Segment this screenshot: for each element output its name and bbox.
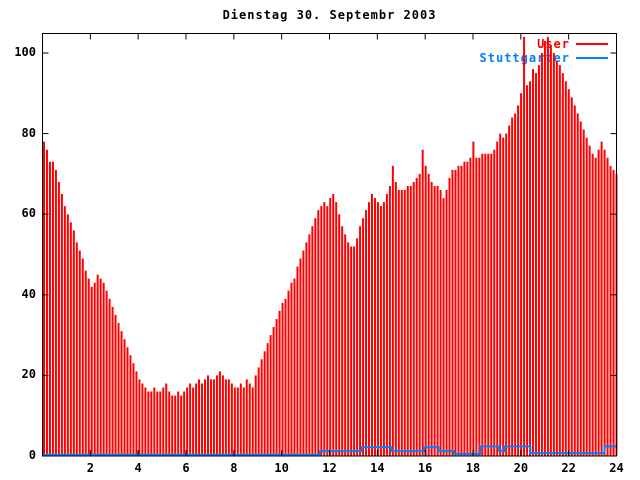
y-tick-label: 20 — [21, 367, 36, 382]
x-tick-label: 14 — [370, 461, 385, 475]
x-tick-label: 16 — [417, 461, 433, 475]
y-tick-label: 0 — [28, 448, 36, 462]
x-tick-label: 6 — [182, 461, 190, 475]
x-tick-label: 8 — [230, 461, 238, 475]
stuttgarter-step-line — [42, 445, 617, 456]
y-tick-label: 100 — [14, 45, 36, 59]
x-tick-label: 12 — [322, 461, 337, 475]
y-tick-label: 60 — [21, 206, 36, 221]
legend-entry-user-label: User — [537, 37, 570, 51]
legend-entry-stuttgarter-label: Stuttgarter — [479, 51, 570, 65]
user-impulse-series — [43, 36, 618, 456]
legend-line-sample-user — [576, 43, 608, 45]
y-tick-label: 80 — [21, 125, 36, 140]
x-tick-label: 4 — [134, 461, 142, 475]
legend-line-sample-stuttgarter — [576, 57, 608, 59]
chart-title: Dienstag 30. Septembr 2003 — [222, 8, 437, 22]
x-tick-label: 20 — [513, 461, 529, 475]
x-tick-label: 24 — [609, 461, 624, 475]
x-tick-label: 18 — [465, 461, 481, 475]
x-tick-label: 2 — [86, 461, 94, 475]
x-tick-label: 22 — [561, 461, 576, 475]
x-tick-label: 10 — [274, 461, 289, 475]
plot-frame-and-ticks — [42, 33, 617, 457]
y-tick-label: 40 — [21, 286, 36, 301]
